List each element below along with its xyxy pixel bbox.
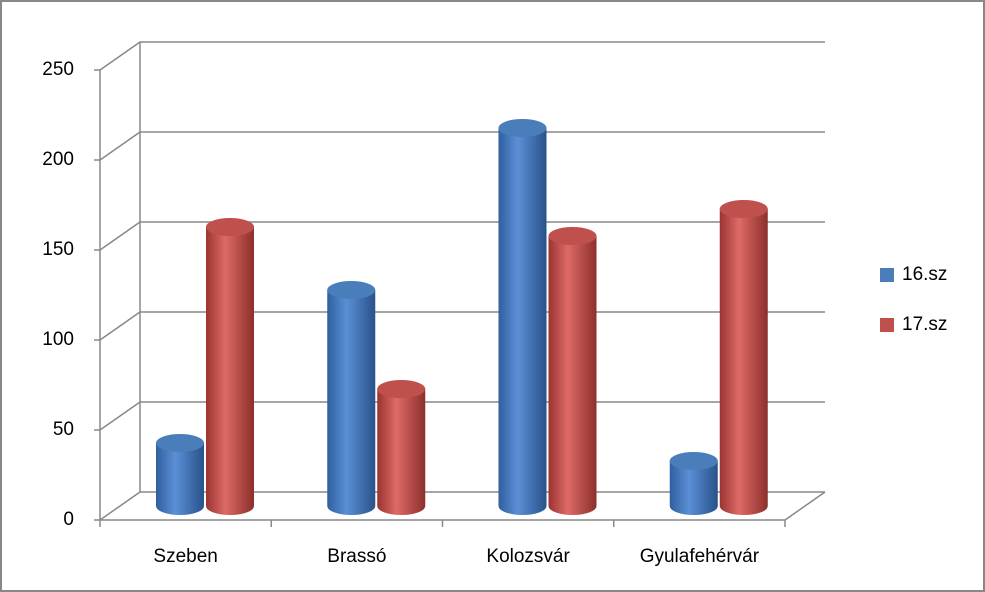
x-tick-label: Gyulafehérvár — [640, 546, 760, 567]
bar — [377, 380, 426, 515]
grid-line — [99, 311, 825, 341]
grid-line — [99, 491, 825, 521]
bar — [548, 227, 597, 515]
x-tick-label: Brassó — [327, 546, 386, 567]
y-tick-label: 50 — [53, 419, 74, 440]
bar — [719, 200, 768, 515]
legend-label: 16.sz — [902, 264, 947, 285]
bar — [498, 119, 547, 515]
grid-line — [99, 41, 825, 71]
y-tick-label: 200 — [42, 149, 74, 170]
grid-line — [99, 401, 825, 431]
bar — [669, 452, 718, 515]
legend-swatch — [880, 318, 894, 332]
y-tick-label: 250 — [42, 59, 74, 80]
x-tick-label: Kolozsvár — [486, 546, 570, 567]
y-tick-label: 150 — [42, 239, 74, 260]
bar — [206, 218, 254, 515]
y-tick-label: 100 — [42, 329, 74, 350]
bar — [327, 281, 376, 515]
legend-swatch — [880, 268, 894, 282]
grid-line — [99, 221, 825, 251]
bar — [156, 434, 204, 515]
legend-label: 17.sz — [902, 314, 947, 335]
y-tick-label: 0 — [63, 509, 74, 530]
grid-line — [99, 131, 825, 161]
x-tick-label: Szeben — [153, 546, 217, 567]
